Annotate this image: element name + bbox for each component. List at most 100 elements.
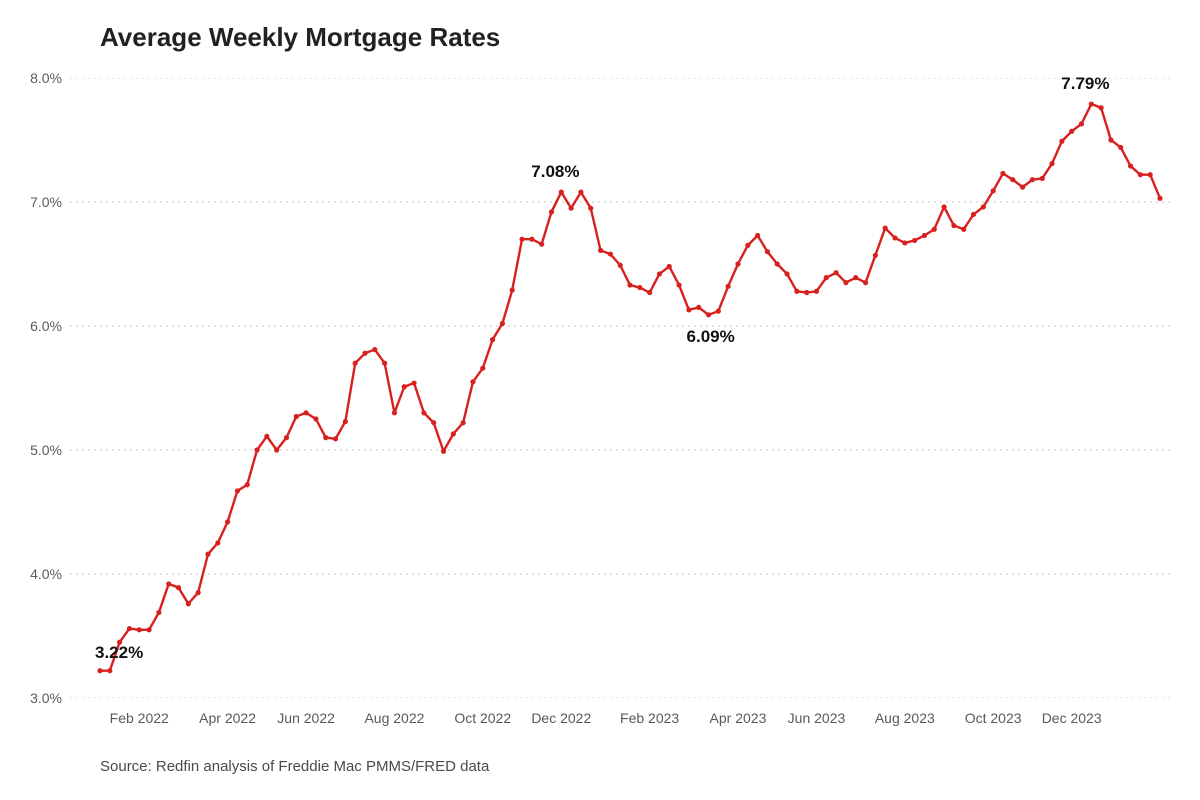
x-axis-label: Aug 2023 bbox=[875, 710, 935, 726]
data-point bbox=[559, 189, 564, 194]
data-point bbox=[294, 414, 299, 419]
data-annotation: 3.22% bbox=[95, 643, 143, 663]
data-point bbox=[608, 251, 613, 256]
data-point bbox=[166, 581, 171, 586]
data-point bbox=[676, 282, 681, 287]
x-axis-label: Jun 2023 bbox=[788, 710, 846, 726]
data-point bbox=[657, 271, 662, 276]
data-point bbox=[431, 420, 436, 425]
data-point bbox=[873, 253, 878, 258]
data-point bbox=[863, 280, 868, 285]
data-point bbox=[490, 337, 495, 342]
y-axis-label: 3.0% bbox=[2, 690, 62, 706]
data-point bbox=[578, 189, 583, 194]
data-point bbox=[245, 482, 250, 487]
data-point bbox=[588, 206, 593, 211]
x-axis-label: Jun 2022 bbox=[277, 710, 335, 726]
data-point bbox=[137, 627, 142, 632]
data-point bbox=[834, 270, 839, 275]
data-point bbox=[1138, 172, 1143, 177]
data-point bbox=[264, 434, 269, 439]
data-point bbox=[353, 361, 358, 366]
data-point bbox=[1069, 129, 1074, 134]
data-point bbox=[284, 435, 289, 440]
y-axis-label: 4.0% bbox=[2, 566, 62, 582]
data-point bbox=[1128, 163, 1133, 168]
data-point bbox=[883, 225, 888, 230]
data-point bbox=[411, 380, 416, 385]
data-point bbox=[1118, 145, 1123, 150]
y-axis-label: 5.0% bbox=[2, 442, 62, 458]
x-axis-label: Feb 2022 bbox=[110, 710, 169, 726]
y-axis-label: 6.0% bbox=[2, 318, 62, 334]
data-point bbox=[304, 410, 309, 415]
data-point bbox=[1020, 185, 1025, 190]
data-point bbox=[215, 540, 220, 545]
data-point bbox=[519, 237, 524, 242]
data-point bbox=[1010, 177, 1015, 182]
y-axis-label: 8.0% bbox=[2, 70, 62, 86]
data-point bbox=[372, 347, 377, 352]
data-point bbox=[1079, 121, 1084, 126]
data-point bbox=[696, 305, 701, 310]
data-point bbox=[313, 416, 318, 421]
data-point bbox=[686, 307, 691, 312]
data-point bbox=[186, 601, 191, 606]
data-point bbox=[539, 242, 544, 247]
data-point bbox=[991, 188, 996, 193]
data-point bbox=[205, 552, 210, 557]
data-point bbox=[1148, 172, 1153, 177]
source-text: Source: Redfin analysis of Freddie Mac P… bbox=[100, 758, 489, 775]
data-point bbox=[97, 668, 102, 673]
data-point bbox=[716, 309, 721, 314]
data-point bbox=[156, 610, 161, 615]
x-axis-label: Oct 2023 bbox=[965, 710, 1022, 726]
data-point bbox=[618, 263, 623, 268]
data-point bbox=[843, 280, 848, 285]
data-point bbox=[892, 235, 897, 240]
data-point bbox=[480, 366, 485, 371]
data-point bbox=[569, 206, 574, 211]
data-point bbox=[637, 285, 642, 290]
data-point bbox=[1108, 137, 1113, 142]
data-annotation: 6.09% bbox=[687, 327, 735, 347]
data-point bbox=[1030, 177, 1035, 182]
data-point bbox=[549, 209, 554, 214]
data-point bbox=[775, 261, 780, 266]
data-point bbox=[932, 227, 937, 232]
data-point bbox=[745, 243, 750, 248]
data-annotation: 7.08% bbox=[531, 162, 579, 182]
data-point bbox=[726, 284, 731, 289]
line-chart-svg bbox=[70, 78, 1170, 698]
data-point bbox=[706, 312, 711, 317]
chart-container: Average Weekly Mortgage Rates 3.0%4.0%5.… bbox=[0, 0, 1200, 800]
data-point bbox=[1157, 196, 1162, 201]
data-point bbox=[333, 436, 338, 441]
data-point bbox=[235, 488, 240, 493]
data-point bbox=[146, 627, 151, 632]
data-point bbox=[107, 668, 112, 673]
data-point bbox=[461, 420, 466, 425]
data-point bbox=[1099, 105, 1104, 110]
data-point bbox=[598, 248, 603, 253]
x-axis-label: Dec 2023 bbox=[1042, 710, 1102, 726]
data-point bbox=[451, 431, 456, 436]
data-point bbox=[912, 238, 917, 243]
data-point bbox=[961, 227, 966, 232]
x-axis-label: Feb 2023 bbox=[620, 710, 679, 726]
x-axis-label: Oct 2022 bbox=[454, 710, 511, 726]
data-point bbox=[735, 261, 740, 266]
x-axis-label: Apr 2022 bbox=[199, 710, 256, 726]
data-point bbox=[323, 435, 328, 440]
data-point bbox=[922, 233, 927, 238]
data-point bbox=[941, 204, 946, 209]
data-point bbox=[765, 249, 770, 254]
data-point bbox=[274, 447, 279, 452]
data-point bbox=[627, 282, 632, 287]
data-point bbox=[814, 289, 819, 294]
data-point bbox=[441, 449, 446, 454]
data-point bbox=[1040, 176, 1045, 181]
data-point bbox=[196, 590, 201, 595]
data-point bbox=[529, 237, 534, 242]
data-point bbox=[176, 585, 181, 590]
